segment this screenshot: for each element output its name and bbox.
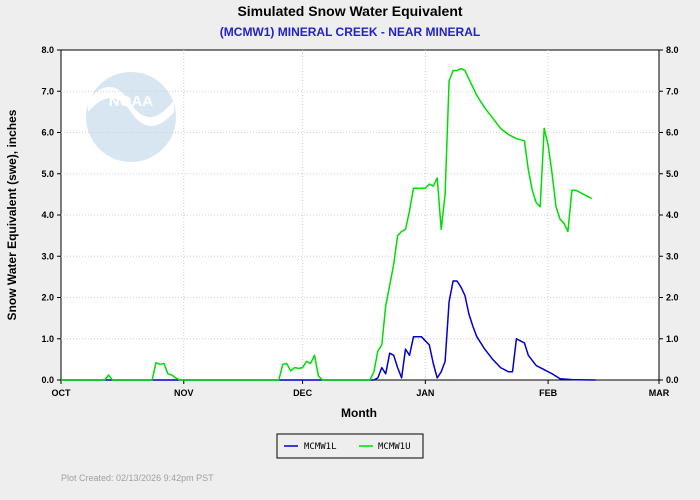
series-line-mcmw1l (61, 280, 596, 381)
y-tick-label-left: 1.0 (41, 334, 54, 344)
y-tick-label-left: 8.0 (41, 45, 54, 55)
legend-box (276, 433, 424, 459)
y-tick-label-right: 6.0 (666, 128, 679, 138)
y-tick-label-right: 2.0 (666, 293, 679, 303)
y-tick-label-right: 3.0 (666, 251, 679, 261)
y-tick-label-right: 1.0 (666, 334, 679, 344)
series-line-mcmw1u (61, 67, 593, 381)
legend-label-mcmw1l: MCMW1L (304, 442, 337, 452)
noaa-logo: NOAA (86, 72, 176, 162)
y-tick-label-left: 5.0 (41, 169, 54, 179)
y-axis-left-ticks: 0.0 1.0 2.0 3.0 4.0 5.0 6.0 7.0 8.0 (41, 45, 61, 385)
y-tick-label-right: 8.0 (666, 45, 679, 55)
y-tick-label-left: 2.0 (41, 293, 54, 303)
y-axis-right-ticks: 0.0 1.0 2.0 3.0 4.0 5.0 6.0 7.0 8.0 (659, 45, 679, 385)
legend: MCMW1L MCMW1U (276, 433, 424, 459)
y-axis-label: Snow Water Equivalent (swe), inches (5, 109, 19, 320)
x-tick-label: FEB (539, 388, 558, 398)
x-axis-label: Month (341, 406, 377, 420)
logo-bird-band (88, 86, 174, 126)
y-tick-label-right: 4.0 (666, 210, 679, 220)
x-tick-label: OCT (52, 388, 72, 398)
chart-subtitle: (MCMW1) MINERAL CREEK - NEAR MINERAL (220, 25, 480, 39)
y-tick-label-left: 0.0 (41, 375, 54, 385)
logo-text: NOAA (109, 93, 153, 110)
chart-title: Simulated Snow Water Equivalent (237, 3, 462, 19)
grid-lines (61, 50, 659, 380)
y-tick-label-right: 7.0 (666, 86, 679, 96)
x-tick-label: JAN (416, 388, 434, 398)
x-tick-label: NOV (174, 388, 194, 398)
x-tick-label: DEC (293, 388, 313, 398)
legend-label-mcmw1u: MCMW1U (378, 442, 411, 452)
y-tick-label-left: 4.0 (41, 210, 54, 220)
y-tick-label-left: 3.0 (41, 251, 54, 261)
y-tick-label-right: 0.0 (666, 375, 679, 385)
plot-created-note: Plot Created: 02/13/2026 9:42pm PST (61, 473, 214, 483)
x-tick-label: MAR (649, 388, 670, 398)
series-lines (61, 67, 596, 381)
y-tick-label-left: 7.0 (41, 86, 54, 96)
y-tick-label-right: 5.0 (666, 169, 679, 179)
y-tick-label-left: 6.0 (41, 128, 54, 138)
